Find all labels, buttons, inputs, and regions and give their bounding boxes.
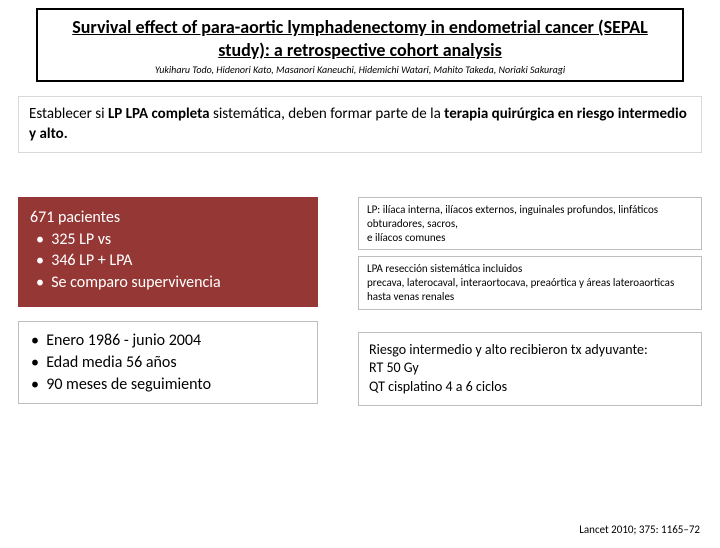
lp-definition-box: LP: ilíaca interna, ilíacos externos, in… <box>358 197 702 250</box>
objective-bold-1: LP LPA completa <box>108 105 210 123</box>
risk-line-2: RT 50 Gy <box>369 359 691 378</box>
lpa-def-line1: LPA resección sistemática incluidos <box>367 262 693 276</box>
title-box: Survival effect of para-aortic lymphaden… <box>36 8 684 82</box>
period-bullet-3: • 90 meses de seguimiento <box>31 374 305 396</box>
patients-box: 671 pacientes • 325 LP vs • 346 LP + LPA… <box>18 197 318 307</box>
risk-box: Riesgo intermedio y alto recibieron tx a… <box>358 332 702 407</box>
objective-mid: sistemática, deben formar parte de la <box>210 105 445 123</box>
left-column: 671 pacientes • 325 LP vs • 346 LP + LPA… <box>18 197 318 406</box>
lp-def-line2: e ilíacos comunes <box>367 231 693 245</box>
patients-bullet-1: • 325 LP vs <box>30 229 306 251</box>
objective-prefix: Establecer si <box>29 105 108 123</box>
study-authors: Yukiharu Todo, Hidenori Kato, Masanori K… <box>50 63 670 76</box>
patients-header: 671 pacientes <box>30 207 306 229</box>
objective-box: Establecer si LP LPA completa sistemátic… <box>18 96 702 153</box>
risk-line-3: QT cisplatino 4 a 6 ciclos <box>369 378 691 397</box>
right-column: LP: ilíaca interna, ilíacos externos, in… <box>358 197 702 406</box>
period-bullet-1: • Enero 1986 - junio 2004 <box>31 330 305 352</box>
citation: Lancet 2010; 375: 1165–72 <box>579 523 700 536</box>
study-title: Survival effect of para-aortic lymphaden… <box>50 16 670 61</box>
risk-line-1: Riesgo intermedio y alto recibieron tx a… <box>369 341 691 360</box>
period-box: • Enero 1986 - junio 2004 • Edad media 5… <box>18 321 318 404</box>
lpa-def-line2: precava, laterocaval, interaortocava, pr… <box>367 276 693 304</box>
patients-bullet-2: • 346 LP + LPA <box>30 250 306 272</box>
lpa-definition-box: LPA resección sistemática incluidos prec… <box>358 256 702 309</box>
period-bullet-2: • Edad media 56 años <box>31 352 305 374</box>
patients-bullet-3: • Se comparo supervivencia <box>30 272 306 294</box>
lp-def-line1: LP: ilíaca interna, ilíacos externos, in… <box>367 203 693 231</box>
content-row: 671 pacientes • 325 LP vs • 346 LP + LPA… <box>18 197 702 406</box>
